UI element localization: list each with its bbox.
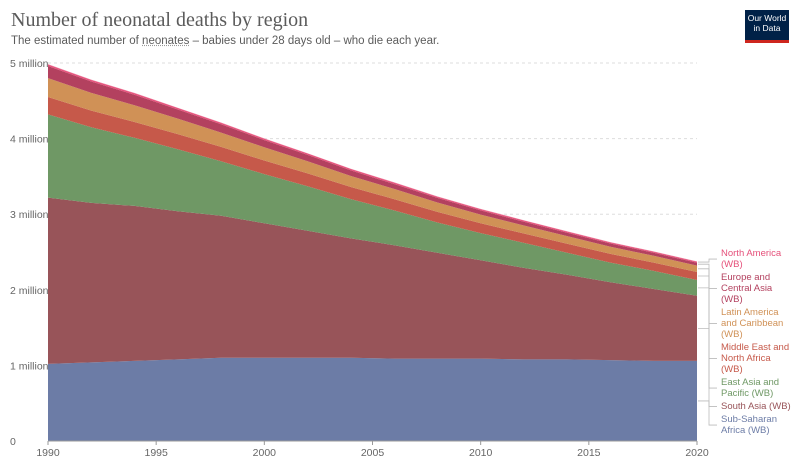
series-label[interactable]: North Africa: [721, 353, 771, 364]
series-label[interactable]: Central Asia: [721, 283, 773, 294]
series-label[interactable]: Africa (WB): [721, 425, 770, 436]
x-tick-label: 2005: [361, 447, 385, 459]
y-tick-label: 0: [10, 436, 16, 448]
x-tick-label: 2010: [469, 447, 493, 459]
y-tick-label: 2 million: [10, 285, 49, 297]
legend-connector: [698, 268, 717, 324]
area-east-asia-and-pacific-wb[interactable]: [48, 114, 697, 296]
series-label[interactable]: North America: [721, 248, 782, 259]
area-middle-east-and-north-africa-wb[interactable]: [48, 97, 697, 280]
x-tick-label: 1990: [36, 447, 60, 459]
y-tick-label: 4 million: [10, 134, 49, 146]
series-label[interactable]: Europe and: [721, 272, 770, 283]
area-south-asia-wb[interactable]: [48, 197, 697, 364]
y-tick-label: 3 million: [10, 209, 49, 221]
y-tick-label: 5 million: [10, 58, 49, 70]
area-layer: [47, 63, 698, 441]
x-tick-label: 1995: [144, 447, 168, 459]
total-outline: [47, 63, 698, 262]
logo-line-1: Our World: [747, 13, 787, 23]
neonates-definition-link[interactable]: neonates: [142, 35, 190, 47]
series-label[interactable]: (WB): [721, 294, 743, 305]
series-label[interactable]: (WB): [721, 259, 743, 270]
chart-subtitle: The estimated number of neonates – babie…: [11, 35, 439, 47]
series-label[interactable]: and Caribbean: [721, 318, 783, 329]
area-sub-saharan-africa-wb[interactable]: [48, 357, 697, 441]
series-label[interactable]: South Asia (WB): [721, 401, 791, 412]
series-label[interactable]: Pacific (WB): [721, 388, 773, 399]
logo-line-2: in Data: [753, 23, 781, 33]
x-tick-label: 2020: [685, 447, 709, 459]
area-latin-america-and-caribbean-wb[interactable]: [48, 78, 697, 272]
subtitle-text-start: The estimated number of: [11, 35, 143, 47]
y-tick-label: 1 million: [10, 360, 49, 372]
legend-connector: [698, 258, 717, 263]
series-label[interactable]: (WB): [721, 364, 743, 375]
series-label[interactable]: Sub-Saharan: [721, 414, 777, 425]
legend-connector: [698, 287, 717, 389]
series-label[interactable]: Middle East and: [721, 342, 789, 353]
x-tick-label: 2000: [253, 447, 277, 459]
subtitle-text-end: – babies under 28 days old – who die eac…: [189, 35, 440, 47]
owid-logo[interactable]: Our World in Data: [745, 10, 789, 43]
chart-title: Number of neonatal deaths by region: [11, 9, 309, 31]
legend-connector: [698, 400, 717, 426]
x-tick-label: 2015: [577, 447, 601, 459]
axis-layer: 0 1 million 2 million 3 million 4 million 5 m…: [10, 58, 709, 459]
series-label[interactable]: Latin America: [721, 307, 779, 318]
series-label[interactable]: (WB): [721, 329, 743, 340]
legend-connector: [698, 327, 717, 407]
series-label[interactable]: East Asia and: [721, 377, 779, 388]
